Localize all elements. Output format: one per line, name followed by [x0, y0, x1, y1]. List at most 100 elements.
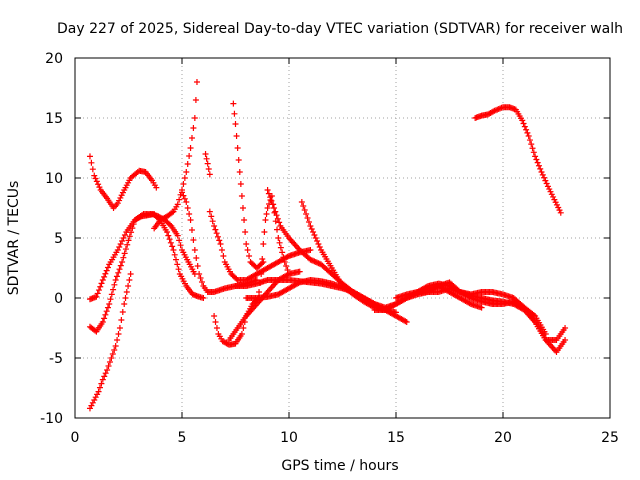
- data-point: [103, 267, 110, 274]
- data-point: [233, 275, 240, 282]
- data-point: [166, 236, 173, 243]
- data-point: [190, 125, 197, 131]
- data-point: [533, 156, 540, 163]
- data-point: [548, 191, 555, 198]
- data-point: [239, 205, 246, 211]
- data-point: [307, 247, 314, 253]
- data-point: [183, 199, 190, 205]
- data-point: [97, 283, 104, 290]
- data-point: [181, 175, 188, 181]
- data-point: [562, 337, 569, 343]
- data-point: [209, 218, 216, 225]
- data-point: [103, 308, 110, 315]
- data-point: [237, 181, 244, 187]
- data-point: [220, 253, 227, 259]
- data-point: [370, 300, 377, 307]
- data-point: [129, 225, 136, 232]
- data-point: [455, 288, 462, 295]
- data-point: [115, 331, 122, 337]
- data-point: [553, 201, 560, 208]
- data-point: [244, 247, 251, 253]
- data-point: [127, 271, 134, 277]
- data-point: [102, 311, 109, 318]
- data-point: [275, 235, 282, 241]
- data-point: [490, 108, 497, 115]
- data-point: [176, 237, 183, 244]
- data-point: [86, 153, 93, 160]
- data-point: [186, 211, 193, 217]
- data-point: [197, 275, 204, 281]
- data-point: [123, 289, 130, 295]
- data-point: [99, 319, 106, 325]
- data-point: [263, 211, 270, 217]
- data-point: [532, 153, 539, 160]
- data-point: [102, 270, 109, 277]
- data-point: [214, 233, 221, 240]
- data-point: [552, 199, 559, 206]
- series-arc-10: [230, 100, 267, 271]
- data-point: [114, 200, 121, 207]
- data-point: [196, 271, 203, 277]
- data-point: [179, 189, 185, 196]
- data-point: [98, 280, 105, 287]
- data-point: [116, 325, 123, 331]
- data-point: [242, 229, 249, 235]
- data-point: [260, 259, 267, 265]
- data-point: [165, 232, 172, 239]
- data-point: [101, 315, 108, 322]
- data-point: [183, 169, 190, 175]
- data-point: [116, 197, 123, 204]
- data-point: [191, 247, 198, 253]
- data-point: [117, 262, 124, 269]
- data-point: [117, 194, 124, 201]
- data-point: [187, 217, 194, 223]
- data-point: [286, 271, 292, 277]
- data-point: [121, 301, 128, 307]
- y-tick-label: 5: [54, 231, 63, 247]
- data-point: [241, 217, 248, 223]
- data-point: [198, 279, 205, 285]
- data-point: [234, 145, 241, 151]
- data-point: [95, 181, 102, 188]
- data-point: [190, 237, 197, 243]
- data-point: [101, 273, 108, 280]
- data-point: [126, 277, 133, 283]
- data-point: [203, 155, 210, 162]
- data-point: [104, 304, 111, 311]
- data-point: [111, 347, 118, 353]
- data-point: [104, 367, 111, 373]
- data-point: [109, 351, 116, 357]
- data-point: [231, 110, 238, 117]
- x-axis-label: GPS time / hours: [281, 458, 398, 474]
- data-point: [541, 174, 548, 181]
- data-point: [521, 123, 528, 130]
- data-point: [267, 194, 274, 201]
- data-point: [206, 208, 213, 215]
- data-point: [205, 166, 212, 172]
- x-tick-label: 0: [71, 430, 80, 446]
- data-point: [193, 79, 200, 85]
- data-point: [99, 376, 106, 383]
- data-point: [312, 235, 319, 241]
- data-point: [170, 247, 177, 253]
- y-tick-label: 10: [45, 171, 63, 187]
- data-point: [556, 207, 563, 214]
- data-point: [269, 201, 276, 208]
- data-point: [212, 319, 219, 325]
- x-tick-label: 15: [387, 430, 405, 446]
- data-point: [526, 137, 533, 144]
- data-point: [96, 384, 103, 391]
- data-point: [171, 251, 178, 258]
- series-arc-7: [202, 151, 213, 178]
- data-point: [121, 250, 128, 257]
- data-point: [186, 153, 193, 159]
- data-point: [128, 229, 135, 236]
- data-point: [538, 169, 545, 175]
- x-tick-label: 10: [280, 430, 298, 446]
- series-arc-4: [86, 271, 134, 412]
- data-point: [110, 286, 117, 293]
- data-point: [423, 283, 430, 290]
- data-point: [232, 121, 239, 127]
- data-point: [104, 264, 111, 271]
